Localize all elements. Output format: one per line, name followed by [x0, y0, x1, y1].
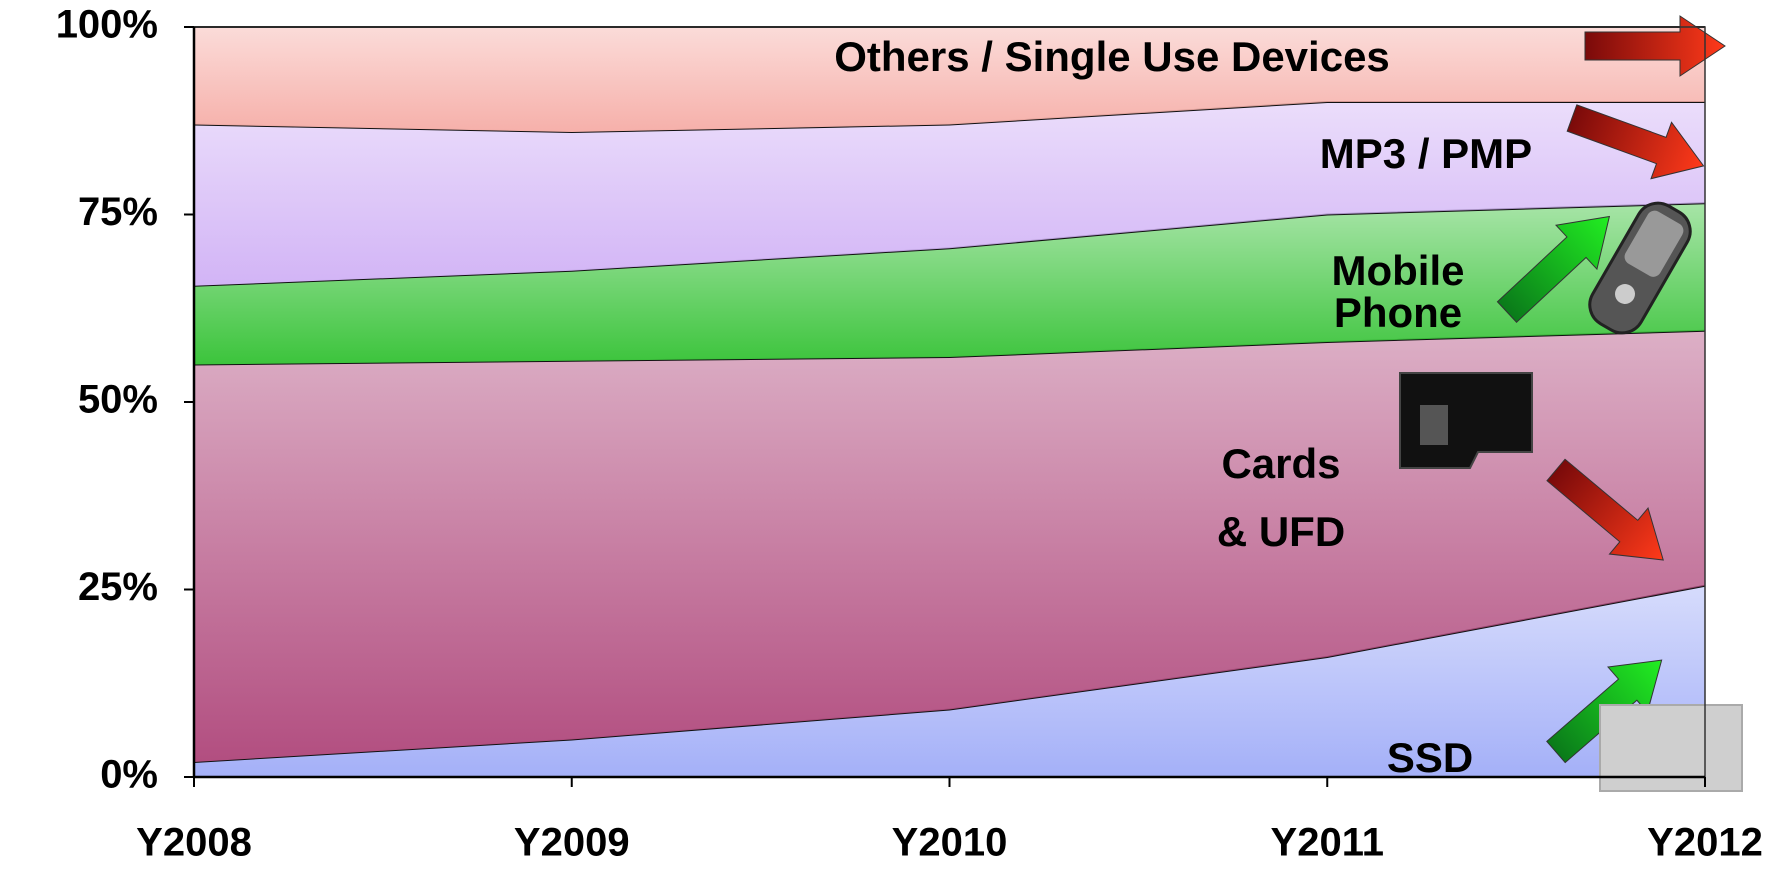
y-tick-label: 100%: [56, 3, 158, 47]
series-label: Mobile Phone: [1318, 250, 1478, 334]
y-tick-label: 50%: [78, 378, 158, 422]
x-tick-label: Y2008: [136, 821, 252, 865]
y-tick-label: 25%: [78, 565, 158, 609]
y-tick-label: 75%: [78, 190, 158, 234]
x-tick-label: Y2010: [892, 821, 1008, 865]
page: 0% 25% 50% 75% 100% Y2008 Y2009 Y2010 Y2011 Y2012…: [0, 0, 1777, 874]
x-tick-label: Y2012: [1647, 821, 1763, 865]
x-tick-label: Y2009: [514, 821, 630, 865]
x-tick-label: Y2011: [1271, 821, 1384, 865]
series-label: Cards & UFD: [1216, 430, 1346, 566]
series-label: Others / Single Use Devices: [762, 34, 1462, 80]
series-label: SSD: [1280, 735, 1580, 781]
series-label: MP3 / PMP: [1226, 131, 1626, 177]
y-tick-label: 0%: [100, 753, 158, 797]
